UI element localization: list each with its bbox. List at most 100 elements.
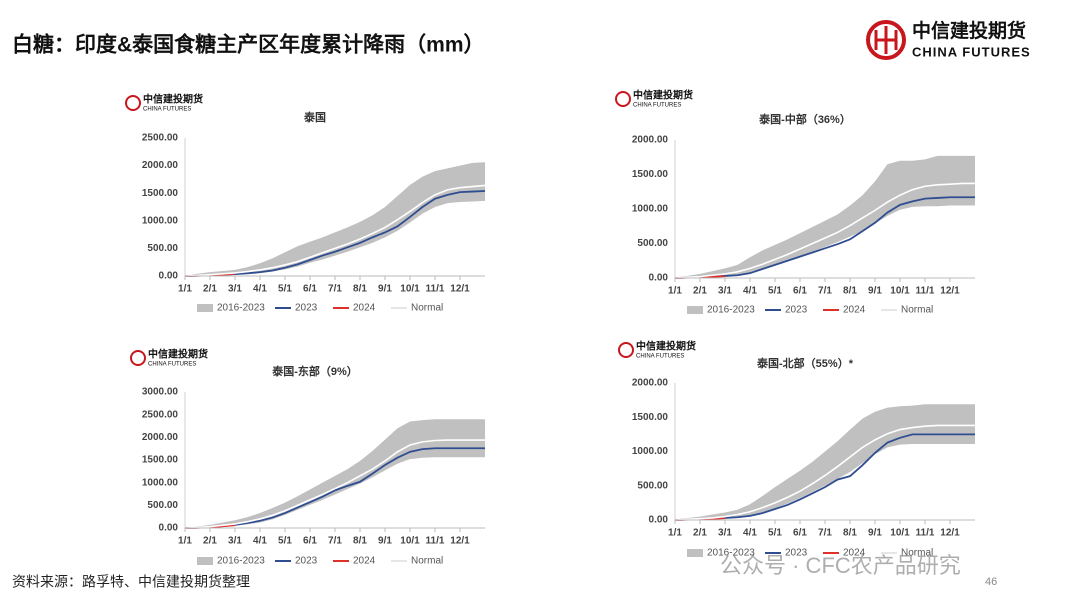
page-number: 46: [985, 576, 997, 588]
x-tick-label: 6/1: [303, 536, 317, 547]
legend-label: 2024: [843, 548, 866, 559]
y-tick-label: 1000.00: [142, 477, 179, 488]
y-tick-label: 1500.00: [142, 188, 179, 199]
x-tick-label: 10/1: [400, 536, 420, 547]
chart-logo-en: CHINA FUTURES: [636, 354, 684, 360]
x-tick-label: 4/1: [253, 284, 267, 295]
y-tick-label: 0.00: [159, 523, 179, 534]
x-tick-label: 8/1: [353, 284, 367, 295]
x-tick-label: 11/1: [426, 284, 445, 295]
legend-label: 2024: [353, 303, 376, 314]
legend-swatch: [197, 557, 213, 565]
y-tick-label: 500.00: [147, 500, 178, 511]
x-tick-label: 7/1: [818, 528, 832, 539]
legend-swatch: [197, 304, 213, 312]
chart-logo-cn: 中信建投期货: [143, 93, 203, 106]
chart-logo-icon: [615, 91, 631, 107]
series-line: [184, 184, 486, 277]
legend-label: 2016-2023: [217, 303, 265, 314]
x-tick-label: 5/1: [768, 528, 782, 539]
legend-label: 2023: [785, 548, 808, 559]
x-tick-label: 7/1: [328, 284, 342, 295]
x-tick-label: 1/1: [178, 536, 192, 547]
x-tick-label: 12/1: [450, 284, 470, 295]
chart-logo-icon: [618, 342, 634, 358]
series-line: [184, 447, 485, 529]
y-tick-label: 2000.00: [632, 135, 669, 146]
x-tick-label: 1/1: [668, 286, 682, 297]
y-tick-label: 500.00: [147, 243, 178, 254]
x-tick-label: 5/1: [278, 536, 292, 547]
x-tick-label: 6/1: [793, 286, 807, 297]
x-tick-label: 8/1: [843, 528, 857, 539]
x-tick-label: 4/1: [743, 286, 757, 297]
slide-title: 白糖：印度&泰国食糖主产区年度累计降雨（mm）: [12, 33, 485, 57]
chart-logo-en: CHINA FUTURES: [148, 362, 196, 368]
legend-label: 2024: [843, 305, 866, 316]
x-tick-label: 12/1: [940, 286, 960, 297]
legend-label: 2016-2023: [707, 548, 755, 559]
header-logo: 中信建投期货 CHINA FUTURES: [866, 19, 1031, 60]
series-line: [674, 433, 975, 521]
x-tick-label: 10/1: [890, 528, 910, 539]
chart-title: 泰国-东部（9%）: [271, 364, 358, 378]
chart-title: 泰国-中部（36%）: [758, 112, 851, 126]
legend-swatch: [687, 306, 703, 314]
y-tick-label: 0.00: [159, 271, 179, 282]
legend-swatch: [687, 549, 703, 557]
legend-label: Normal: [411, 556, 443, 567]
x-tick-label: 3/1: [228, 536, 242, 547]
y-tick-label: 0.00: [649, 273, 669, 284]
y-tick-label: 2500.00: [142, 133, 179, 144]
y-tick-label: 3000.00: [142, 387, 179, 398]
x-tick-label: 4/1: [253, 536, 267, 547]
x-tick-label: 12/1: [450, 536, 470, 547]
x-tick-label: 12/1: [940, 528, 960, 539]
x-tick-label: 1/1: [668, 528, 682, 539]
chart-logo-en: CHINA FUTURES: [143, 107, 191, 113]
x-tick-label: 5/1: [278, 284, 292, 295]
logo-en: CHINA FUTURES: [912, 44, 1031, 59]
y-tick-label: 2000.00: [142, 432, 179, 443]
y-tick-label: 500.00: [637, 480, 668, 491]
range-band: [675, 155, 975, 278]
chart-title: 泰国: [303, 110, 326, 124]
x-tick-label: 5/1: [768, 286, 782, 297]
x-tick-label: 2/1: [203, 536, 217, 547]
series-line: [674, 182, 975, 279]
x-tick-label: 9/1: [868, 528, 882, 539]
legend-label: 2024: [353, 556, 376, 567]
legend-label: Normal: [411, 303, 443, 314]
chart-logo-en: CHINA FUTURES: [633, 103, 681, 109]
x-tick-label: 8/1: [843, 286, 857, 297]
x-tick-label: 6/1: [303, 284, 317, 295]
legend-label: 2023: [295, 556, 318, 567]
chart-logo-cn: 中信建投期货: [148, 348, 208, 361]
x-tick-label: 11/1: [426, 536, 445, 547]
x-tick-label: 8/1: [353, 536, 367, 547]
x-tick-label: 2/1: [693, 528, 707, 539]
chart-logo-icon: [130, 350, 146, 366]
x-tick-label: 3/1: [228, 284, 242, 295]
x-tick-label: 10/1: [400, 284, 420, 295]
x-tick-label: 10/1: [890, 286, 910, 297]
x-tick-label: 7/1: [328, 536, 342, 547]
x-tick-label: 6/1: [793, 528, 807, 539]
chart-logo-icon: [125, 95, 141, 111]
y-tick-label: 1000.00: [632, 204, 669, 215]
series-line: [674, 196, 975, 279]
logo-icon: [866, 20, 906, 60]
y-tick-label: 1500.00: [632, 169, 669, 180]
x-tick-label: 7/1: [818, 286, 832, 297]
y-tick-label: 2500.00: [142, 409, 179, 420]
series-line: [184, 439, 485, 529]
series-line: [674, 424, 975, 521]
y-tick-label: 0.00: [649, 515, 669, 526]
logo-icon-mark: [874, 26, 898, 54]
watermark: 公众号 · CFC农产品研究: [720, 553, 961, 578]
range-band: [185, 162, 485, 276]
